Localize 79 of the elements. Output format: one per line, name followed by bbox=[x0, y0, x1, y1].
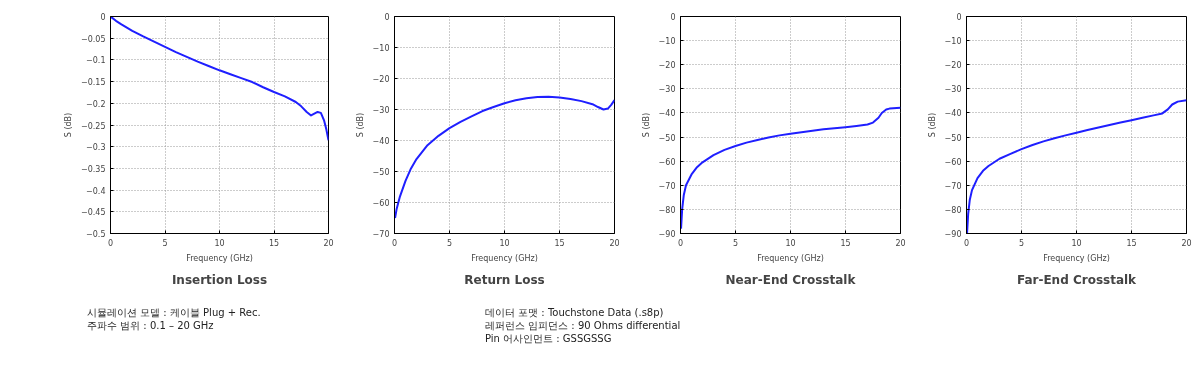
y-tick-label: −0.3 bbox=[86, 143, 106, 153]
y-tick-label: −0.05 bbox=[80, 34, 106, 44]
text: 레퍼런스 임피던스 : 90 Ohms differential bbox=[485, 319, 682, 332]
y-tick-label: −30 bbox=[944, 85, 962, 95]
y-tick-label: −0.25 bbox=[80, 121, 106, 131]
y-tick-label: 0 bbox=[384, 13, 390, 22]
y-tick-label: −90 bbox=[944, 230, 962, 239]
x-tick-label: 15 bbox=[268, 238, 280, 248]
y-axis-title: S (dB) bbox=[641, 112, 651, 138]
line-series bbox=[680, 106, 901, 230]
text: Near-End Crosstalk bbox=[725, 272, 857, 287]
y-axis-title: S (dB) bbox=[63, 112, 73, 138]
x-tick-label: 5 bbox=[1018, 238, 1025, 248]
y-tick-label: 0 bbox=[670, 13, 676, 22]
text: 주파수 범위 : 0.1 – 20 GHz bbox=[87, 319, 215, 332]
y-axis-title: S (dB) bbox=[927, 112, 937, 138]
text: Far-End Crosstalk bbox=[1016, 272, 1138, 287]
x-tick-label: 10 bbox=[1071, 238, 1082, 248]
y-tick-label: −60 bbox=[372, 199, 390, 208]
y-tick-label: −60 bbox=[658, 157, 676, 167]
y-tick-label: −0.2 bbox=[86, 99, 106, 109]
y-tick-label: −40 bbox=[658, 109, 676, 119]
x-axis-title: Frequency (GHz) bbox=[471, 253, 538, 263]
x-tick-label: 10 bbox=[499, 238, 510, 248]
y-tick-label: −70 bbox=[658, 181, 676, 191]
y-tick-label: −90 bbox=[658, 230, 676, 239]
text: Insertion Loss bbox=[171, 272, 268, 287]
x-tick-label: 10 bbox=[214, 238, 225, 248]
y-tick-label: −0.15 bbox=[80, 78, 106, 88]
y-tick-label: 0 bbox=[956, 13, 962, 22]
text: 시뮬레이션 모델 : 케이블 Plug + Rec. bbox=[87, 306, 262, 319]
x-tick-label: 0 bbox=[677, 238, 684, 248]
x-tick-label: 0 bbox=[391, 238, 398, 248]
x-tick-label: 20 bbox=[609, 238, 620, 248]
x-tick-label: 0 bbox=[107, 238, 114, 248]
line-series bbox=[394, 95, 615, 219]
y-tick-label: −20 bbox=[944, 61, 962, 71]
y-tick-label: −50 bbox=[658, 133, 676, 143]
y-tick-label: −40 bbox=[944, 109, 962, 119]
x-tick-label: 15 bbox=[554, 238, 565, 248]
x-tick-label: 5 bbox=[446, 238, 453, 248]
y-tick-label: −50 bbox=[944, 133, 962, 143]
x-axis-title: Frequency (GHz) bbox=[186, 253, 253, 263]
y-tick-label: −30 bbox=[658, 85, 676, 95]
y-tick-label: −70 bbox=[944, 181, 962, 191]
y-tick-label: −10 bbox=[944, 37, 962, 47]
y-tick-label: −0.4 bbox=[86, 186, 106, 196]
x-tick-label: 0 bbox=[963, 238, 970, 248]
y-tick-label: −0.45 bbox=[80, 208, 106, 218]
line-series bbox=[110, 16, 329, 142]
x-tick-label: 20 bbox=[895, 238, 906, 248]
x-tick-label: 5 bbox=[732, 238, 739, 248]
y-tick-label: −30 bbox=[372, 106, 390, 115]
y-tick-label: −80 bbox=[658, 205, 676, 215]
y-tick-label: −20 bbox=[372, 75, 390, 84]
x-axis-title: Frequency (GHz) bbox=[1043, 253, 1110, 263]
x-tick-label: 20 bbox=[323, 238, 334, 248]
y-tick-label: −80 bbox=[944, 205, 962, 215]
x-tick-label: 15 bbox=[840, 238, 851, 248]
x-tick-label: 5 bbox=[162, 238, 168, 248]
y-tick-label: −10 bbox=[372, 44, 390, 53]
text: Return Loss bbox=[464, 272, 545, 287]
x-axis-title: Frequency (GHz) bbox=[757, 253, 824, 263]
y-tick-label: −10 bbox=[658, 37, 676, 47]
y-tick-label: −20 bbox=[658, 61, 676, 71]
y-tick-label: −60 bbox=[944, 157, 962, 167]
text: 데이터 포맷 : Touchstone Data (.s8p) bbox=[485, 306, 665, 319]
y-tick-label: 0 bbox=[100, 13, 106, 22]
y-tick-label: −0.5 bbox=[86, 230, 106, 239]
x-tick-label: 15 bbox=[1126, 238, 1137, 248]
text: Pin 어사인먼트 : GSSGSSG bbox=[485, 332, 613, 345]
y-tick-label: −0.1 bbox=[86, 56, 106, 66]
x-tick-label: 10 bbox=[785, 238, 796, 248]
y-tick-label: −40 bbox=[372, 137, 390, 146]
y-tick-label: −0.35 bbox=[80, 164, 106, 174]
y-tick-label: −70 bbox=[372, 230, 390, 239]
y-axis-title: S (dB) bbox=[355, 112, 365, 138]
x-tick-label: 20 bbox=[1181, 238, 1192, 248]
y-tick-label: −50 bbox=[372, 168, 390, 177]
